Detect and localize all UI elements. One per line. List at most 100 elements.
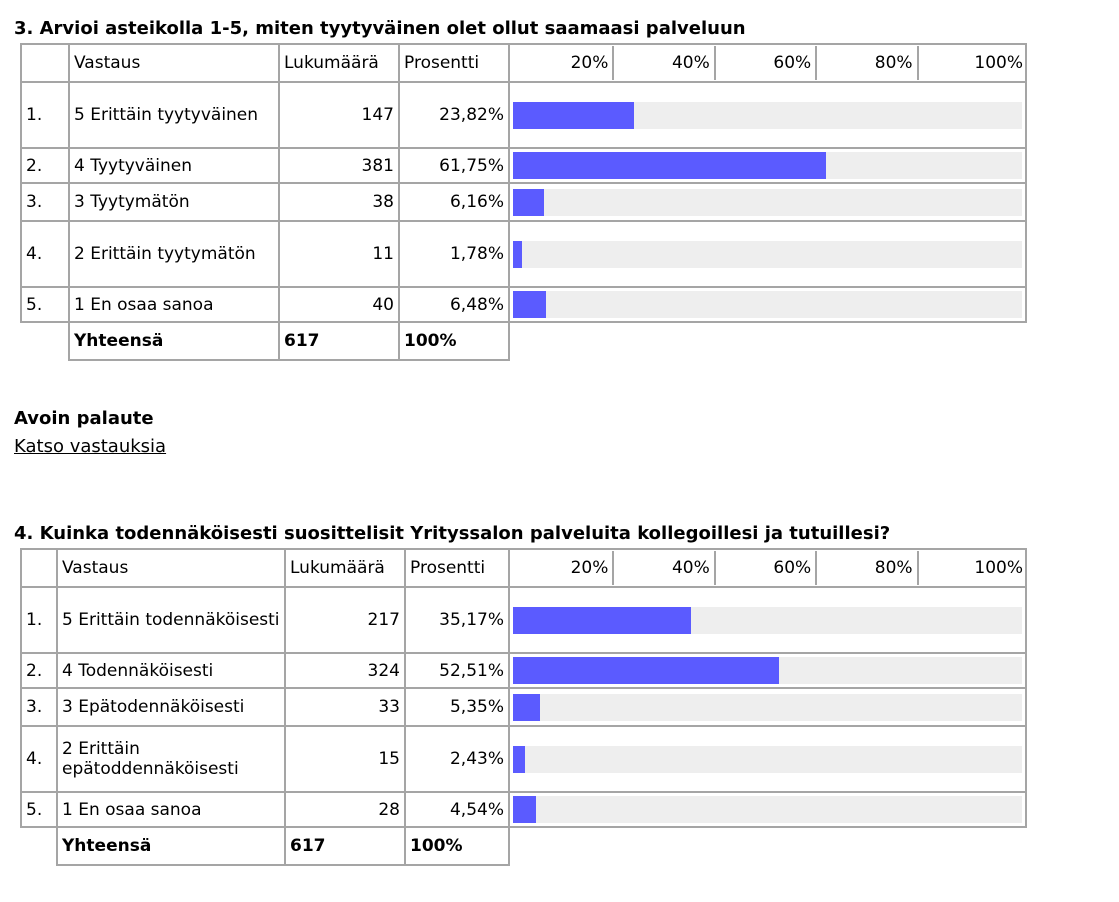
answer: 1 En osaa sanoa: [56, 791, 286, 828]
scale-cell: 20% 40% 60% 80% 100%: [508, 43, 1027, 83]
scale-tick-label: 40%: [671, 558, 710, 578]
blank: [509, 322, 1026, 360]
blank: [21, 322, 69, 360]
percent: 52,51%: [404, 652, 510, 689]
bar-cell: [508, 182, 1027, 222]
bar-cell: [508, 81, 1027, 149]
row-number: 2.: [20, 652, 58, 689]
percent: 5,35%: [404, 687, 510, 727]
data-row: 1. 5 Erittäin todennäköisesti 217 35,17%: [20, 586, 1027, 654]
bar: [513, 240, 523, 268]
bar: [513, 291, 546, 318]
total-row: Yhteensä 617 100%: [21, 826, 1026, 866]
percent: 4,54%: [404, 791, 510, 828]
bar: [513, 152, 827, 179]
bar: [513, 188, 545, 216]
row-number: 5.: [20, 791, 58, 828]
total-row: Yhteensä 617 100%: [21, 321, 1026, 361]
bar: [513, 101, 634, 129]
feedback-title: Avoin palaute: [14, 408, 154, 429]
bar-track: [513, 693, 1022, 721]
percent: 1,78%: [398, 220, 510, 288]
scale-tick-label: 20%: [570, 53, 609, 73]
row-number: 4.: [20, 725, 58, 793]
total-percent: 100%: [404, 826, 510, 866]
header-cell: Lukumäärä: [278, 43, 400, 83]
section-title: 3. Arvioi asteikolla 1-5, miten tyytyväi…: [14, 18, 746, 39]
percent: 6,16%: [398, 182, 510, 222]
header-cell: [20, 43, 70, 83]
scale-tick-label: 60%: [773, 53, 812, 73]
bar-cell: [508, 286, 1027, 323]
scale-tick-label: 100%: [974, 53, 1023, 73]
row-number: 1.: [20, 81, 70, 149]
answer: 2 Erittäin tyytymätön: [68, 220, 280, 288]
header-cell: Prosentti: [398, 43, 510, 83]
percent: 6,48%: [398, 286, 510, 323]
answer: 5 Erittäin todennäköisesti: [56, 586, 286, 654]
bar-track: [513, 101, 1022, 129]
scale: 20% 40% 60% 80% 100%: [510, 551, 1025, 585]
scale-tick: 60%: [716, 551, 818, 585]
bar-track: [513, 657, 1022, 684]
scale-tick-label: 60%: [773, 558, 812, 578]
blank: [509, 827, 1026, 865]
data-row: 3. 3 Epätodennäköisesti 33 5,35%: [20, 687, 1027, 727]
bar: [513, 606, 692, 634]
count: 11: [278, 220, 400, 288]
feedback-link[interactable]: Katso vastauksia: [14, 436, 167, 457]
row-number: 3.: [20, 687, 58, 727]
bar: [513, 796, 537, 823]
results-table: Vastaus Lukumäärä Prosentti 20% 40% 60% 80% 100…: [20, 548, 1027, 866]
scale-tick-label: 100%: [974, 558, 1023, 578]
count: 324: [284, 652, 406, 689]
total-count: 617: [284, 826, 406, 866]
scale-tick: 40%: [614, 551, 716, 585]
section-title: 4. Kuinka todennäköisesti suosittelisit …: [14, 523, 891, 544]
results-table: Vastaus Lukumäärä Prosentti 20% 40% 60% 80% 100…: [20, 43, 1027, 361]
bar-track: [513, 240, 1022, 268]
total-label: Yhteensä: [68, 321, 280, 361]
row-number: 4.: [20, 220, 70, 288]
bar-track: [513, 152, 1022, 179]
header-cell: Vastaus: [56, 548, 286, 588]
total-count: 617: [278, 321, 400, 361]
scale-tick: 100%: [919, 551, 1027, 585]
scale-tick-label: 80%: [874, 558, 913, 578]
section: 3. Arvioi asteikolla 1-5, miten tyytyväi…: [14, 15, 1027, 361]
blank: [21, 827, 57, 865]
data-row: 4. 2 Erittäin tyytymätön 11 1,78%: [20, 220, 1027, 288]
scale-tick: 80%: [817, 46, 919, 80]
data-row: 5. 1 En osaa sanoa 40 6,48%: [20, 286, 1027, 323]
answer: 5 Erittäin tyytyväinen: [68, 81, 280, 149]
bar-track: [513, 796, 1022, 823]
count: 38: [278, 182, 400, 222]
percent: 35,17%: [404, 586, 510, 654]
percent: 61,75%: [398, 147, 510, 184]
bar-cell: [508, 586, 1027, 654]
percent: 2,43%: [404, 725, 510, 793]
data-row: 2. 4 Tyytyväinen 381 61,75%: [20, 147, 1027, 184]
bar: [513, 693, 541, 721]
count: 33: [284, 687, 406, 727]
answer: 2 Erittäin epätoddennäköisesti: [56, 725, 286, 793]
count: 147: [278, 81, 400, 149]
answer: 3 Tyytymätön: [68, 182, 280, 222]
data-row: 1. 5 Erittäin tyytyväinen 147 23,82%: [20, 81, 1027, 149]
data-row: 4. 2 Erittäin epätoddennäköisesti 15 2,43%: [20, 725, 1027, 793]
bar-cell: [508, 687, 1027, 727]
data-row: 2. 4 Todennäköisesti 324 52,51%: [20, 652, 1027, 689]
scale-cell: 20% 40% 60% 80% 100%: [508, 548, 1027, 588]
answer: 4 Tyytyväinen: [68, 147, 280, 184]
bar-cell: [508, 220, 1027, 288]
percent: 23,82%: [398, 81, 510, 149]
count: 381: [278, 147, 400, 184]
data-row: 5. 1 En osaa sanoa 28 4,54%: [20, 791, 1027, 828]
scale-tick-label: 80%: [874, 53, 913, 73]
bar-cell: [508, 791, 1027, 828]
scale-tick-label: 20%: [570, 558, 609, 578]
bar-track: [513, 188, 1022, 216]
bar-cell: [508, 725, 1027, 793]
scale-tick: 20%: [513, 46, 615, 80]
